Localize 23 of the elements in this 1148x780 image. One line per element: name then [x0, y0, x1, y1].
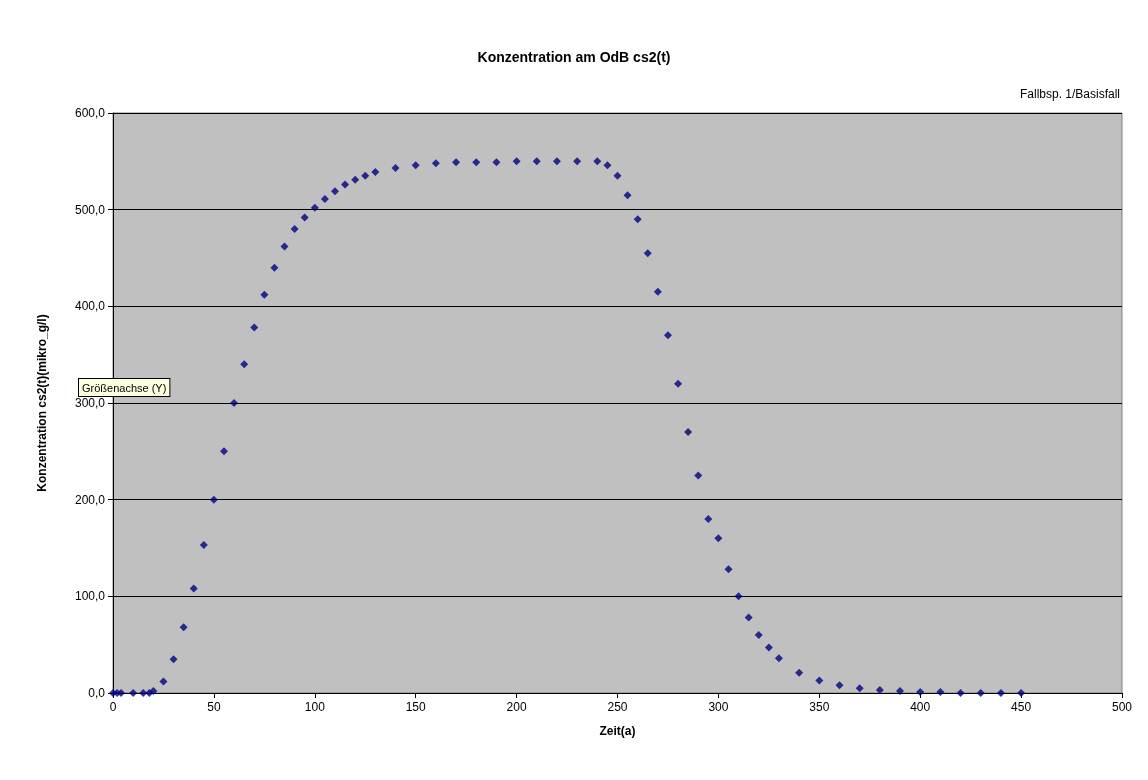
y-tick-label: 100,0 [74, 589, 106, 604]
x-tick-label: 250 [607, 700, 628, 714]
x-tick-label: 500 [1111, 700, 1133, 714]
x-tick-label: 450 [1011, 700, 1032, 714]
x-tick-label: 100 [304, 700, 326, 714]
x-tick-label: 0 [109, 700, 117, 714]
text: Fallbsp. 1/Basisfall [1019, 87, 1120, 101]
x-tick-label: 50 [207, 700, 221, 714]
x-tick-label: 300 [708, 700, 729, 714]
y-tick-label: 0,0 [88, 686, 106, 700]
x-tick-label: 400 [910, 700, 931, 714]
y-tick-label: 600,0 [74, 106, 106, 120]
x-tick-label: 150 [405, 700, 427, 714]
chart-title: Konzentration am OdB cs2(t) [477, 49, 671, 65]
y-tick-label: 200,0 [74, 492, 106, 507]
x-tick-label: 350 [809, 700, 830, 714]
y-tick-label: 300,0 [74, 396, 106, 410]
y-axis-title: Konzentration cs2(t)(mikro_g/l) [35, 314, 49, 492]
x-axis-title: Zeit(a) [599, 724, 636, 738]
annotation: Größenachse (Y) [82, 381, 167, 394]
y-tick-label: 400,0 [74, 299, 106, 314]
y-tick-label: 500,0 [74, 202, 106, 217]
x-tick-label: 200 [506, 700, 527, 714]
